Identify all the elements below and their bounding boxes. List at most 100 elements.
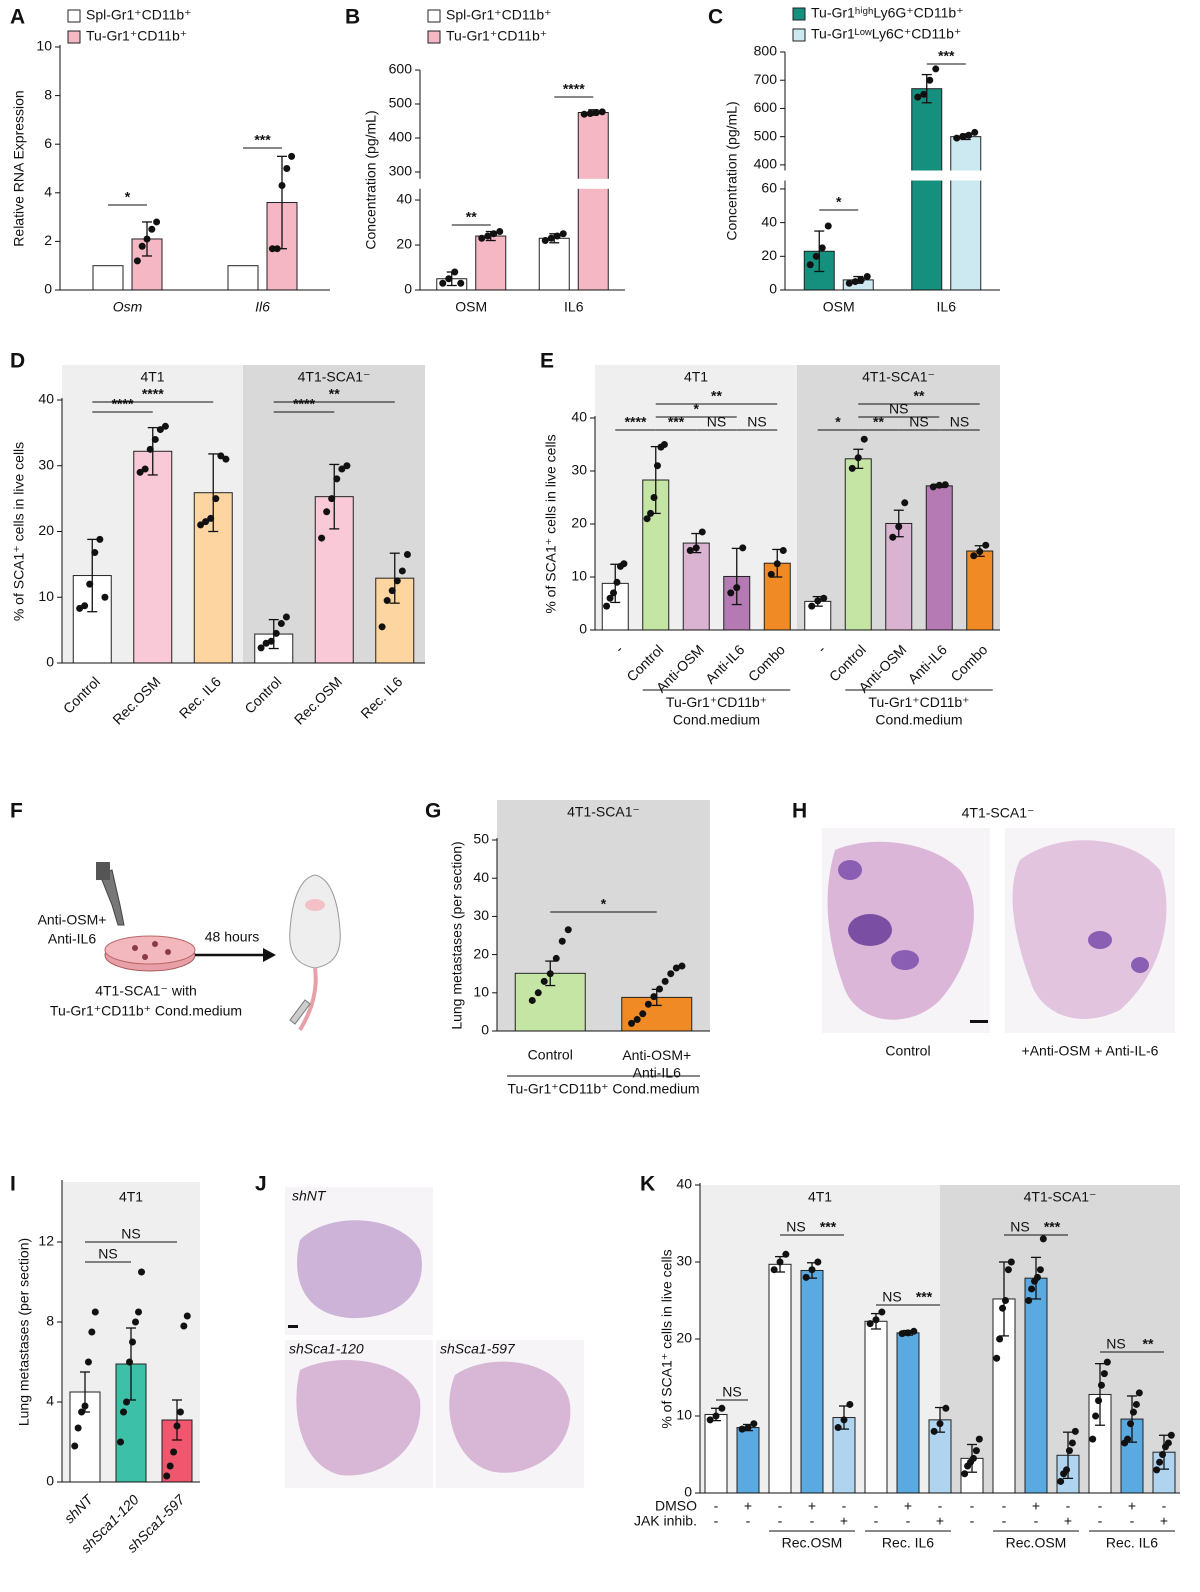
data-point <box>692 544 700 552</box>
y-tick-label: 400 <box>754 156 778 172</box>
data-point <box>74 1424 82 1432</box>
bar <box>133 450 173 664</box>
x-tick-label: shNT <box>61 1490 97 1526</box>
data-point <box>138 242 146 250</box>
y-tick-label: 500 <box>754 127 778 143</box>
data-point <box>173 1422 181 1430</box>
data-point <box>598 108 606 116</box>
y-tick-label: 40 <box>571 409 587 425</box>
data-point <box>156 426 164 434</box>
bracket-label: Tu-Gr1⁺CD11b⁺ Cond.medium <box>666 694 767 728</box>
data-point <box>698 528 706 536</box>
group-label: 4T1-SCA1⁻ <box>1024 1189 1097 1205</box>
data-point <box>120 1408 127 1416</box>
x-tick-label: Combo <box>745 641 788 684</box>
data-point <box>667 970 675 978</box>
x-tick-label: Osm <box>113 299 143 315</box>
pipette <box>99 869 125 926</box>
row-cell: - <box>1002 1513 1007 1529</box>
bar <box>896 1332 920 1494</box>
row-cell: + <box>1032 1498 1040 1514</box>
panel-letter: H <box>792 800 807 823</box>
group-label: 4T1 <box>684 369 708 385</box>
data-point <box>814 1258 822 1266</box>
x-tick-label: Rec.OSM <box>109 673 163 727</box>
data-point <box>84 1358 92 1366</box>
significance-label: ** <box>873 414 884 430</box>
data-point <box>1089 1435 1097 1443</box>
bar <box>950 136 982 291</box>
data-point <box>806 261 814 269</box>
data-point <box>660 441 668 448</box>
significance-label: NS <box>786 1219 805 1235</box>
y-tick-label: 800 <box>754 43 778 59</box>
data-point <box>706 1416 714 1424</box>
significance-label: *** <box>938 48 955 64</box>
bracket-label: Tu-Gr1⁺CD11b⁺ Cond.medium <box>868 694 969 728</box>
scale-bar <box>970 1020 988 1023</box>
significance-label: NS <box>722 1384 741 1400</box>
panel-letter: A <box>10 6 25 29</box>
metastasis <box>1088 931 1112 949</box>
data-point <box>808 602 816 610</box>
y-tick-label: 50 <box>473 831 489 847</box>
data-point <box>1092 1412 1100 1420</box>
x-tick-label: Control <box>241 673 284 716</box>
y-tick-label: 0 <box>684 1484 692 1500</box>
row-cell: + <box>840 1513 848 1529</box>
label: Anti-IL6 <box>48 931 96 947</box>
data-point <box>1057 1477 1065 1485</box>
histology-h: H 4T1-SCA1⁻ Control +Anti-OSM + Anti-IL-… <box>792 800 1175 1059</box>
data-point <box>1025 1297 1033 1304</box>
y-axis-label: Concentration (pg/mL) <box>724 101 740 240</box>
data-point <box>564 926 572 934</box>
data-point <box>1153 1466 1161 1474</box>
row-cell: - <box>1098 1513 1103 1529</box>
y-tick-label: 600 <box>754 99 778 115</box>
data-point <box>993 1354 1001 1362</box>
row-cell: + <box>1160 1513 1168 1529</box>
arrow-head <box>263 948 276 962</box>
data-point <box>496 228 504 236</box>
data-point <box>739 544 747 552</box>
row-cell: + <box>808 1498 816 1514</box>
data-point <box>398 567 406 575</box>
group-label: 4T1-SCA1⁻ <box>298 369 371 385</box>
panel-letter: E <box>540 350 554 373</box>
data-point <box>773 560 781 568</box>
group-label: 4T1-SCA1⁻ <box>862 369 935 385</box>
y-tick-label: 4 <box>44 184 52 200</box>
data-point <box>639 1010 647 1018</box>
mouse-lung <box>305 899 325 911</box>
data-point <box>672 964 680 972</box>
data-point <box>1129 1408 1137 1416</box>
data-point <box>840 1416 848 1424</box>
data-point <box>628 1019 636 1027</box>
row-cell: + <box>744 1498 752 1514</box>
significance-label: **** <box>293 396 315 412</box>
data-point <box>490 230 498 238</box>
data-point <box>553 232 561 240</box>
data-point <box>338 465 346 473</box>
data-point <box>1164 1439 1172 1447</box>
tissue <box>297 1220 422 1319</box>
data-point <box>439 279 447 287</box>
data-point <box>935 481 943 489</box>
y-tick-label: 2 <box>44 232 52 248</box>
row-cell: + <box>936 1513 944 1529</box>
data-point <box>126 1358 133 1366</box>
data-point <box>932 65 940 73</box>
data-point <box>975 1435 983 1443</box>
y-tick-label: 300 <box>389 163 413 179</box>
data-point <box>141 465 149 473</box>
data-point <box>972 1447 980 1455</box>
x-tick-label: Rec.OSM <box>291 673 345 727</box>
data-point <box>282 613 290 621</box>
data-point <box>552 954 560 962</box>
data-point <box>1127 1420 1135 1428</box>
bar <box>475 235 507 291</box>
chart-title: 4T1 <box>119 1189 143 1205</box>
data-point <box>767 570 775 578</box>
data-point <box>872 1316 880 1324</box>
data-point <box>88 1328 96 1336</box>
